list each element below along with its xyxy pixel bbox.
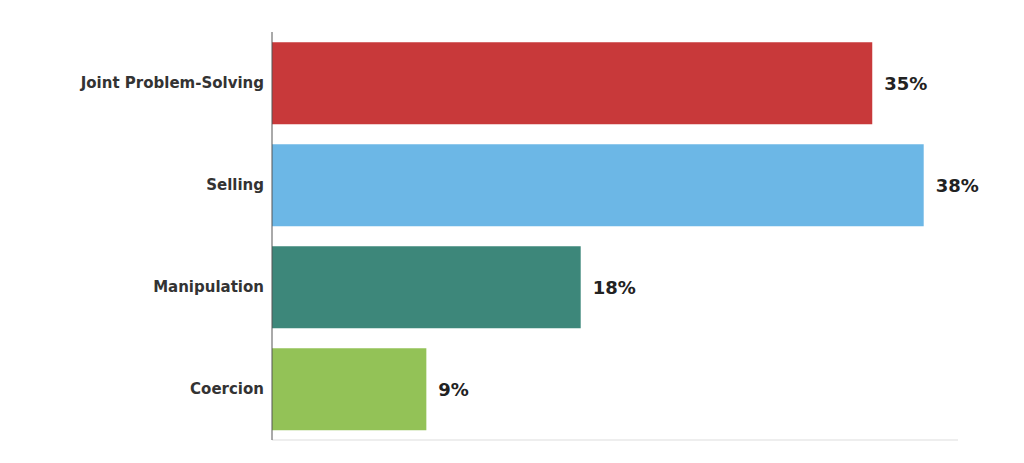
svg-text:18%: 18% bbox=[593, 277, 636, 298]
svg-text:Selling: Selling bbox=[206, 176, 264, 194]
svg-text:35%: 35% bbox=[884, 73, 927, 94]
svg-text:Joint Problem-Solving: Joint Problem-Solving bbox=[80, 74, 264, 92]
svg-text:9%: 9% bbox=[438, 379, 469, 400]
svg-text:Manipulation: Manipulation bbox=[153, 278, 264, 296]
svg-text:Coercion: Coercion bbox=[190, 380, 264, 398]
svg-text:38%: 38% bbox=[936, 175, 979, 196]
